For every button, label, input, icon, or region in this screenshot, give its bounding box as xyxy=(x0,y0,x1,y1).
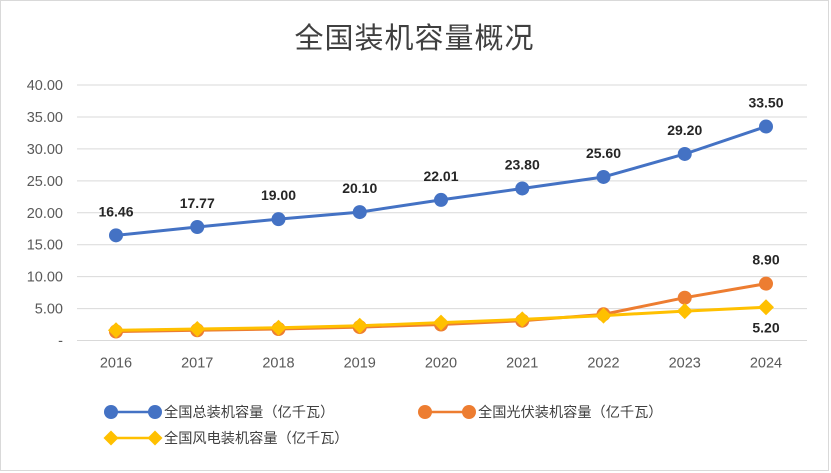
svg-text:5.20: 5.20 xyxy=(752,319,779,335)
svg-text:25.60: 25.60 xyxy=(586,145,621,161)
svg-text:2023: 2023 xyxy=(669,356,701,372)
svg-text:20.10: 20.10 xyxy=(342,180,377,196)
svg-text:30.00: 30.00 xyxy=(27,142,63,158)
svg-text:35.00: 35.00 xyxy=(27,110,63,126)
svg-text:29.20: 29.20 xyxy=(667,122,702,138)
svg-text:8.90: 8.90 xyxy=(752,252,779,268)
svg-text:全国风电装机容量（亿千瓦）: 全国风电装机容量（亿千瓦） xyxy=(164,430,348,447)
svg-text:2018: 2018 xyxy=(262,356,294,372)
svg-text:2021: 2021 xyxy=(506,356,538,372)
svg-text:16.46: 16.46 xyxy=(98,203,133,219)
svg-text:17.77: 17.77 xyxy=(180,195,215,211)
svg-text:全国总装机容量（亿千瓦）: 全国总装机容量（亿千瓦） xyxy=(164,404,334,421)
svg-text:-: - xyxy=(58,334,63,350)
svg-text:10.00: 10.00 xyxy=(27,270,63,286)
svg-text:2020: 2020 xyxy=(425,356,457,372)
svg-text:2024: 2024 xyxy=(750,356,782,372)
svg-text:5.00: 5.00 xyxy=(35,302,63,318)
svg-text:40.00: 40.00 xyxy=(27,78,63,94)
svg-text:2017: 2017 xyxy=(181,356,213,372)
svg-text:23.80: 23.80 xyxy=(505,156,540,172)
svg-text:20.00: 20.00 xyxy=(27,206,63,222)
svg-text:22.01: 22.01 xyxy=(423,168,458,184)
svg-text:33.50: 33.50 xyxy=(748,95,783,111)
svg-text:2022: 2022 xyxy=(587,356,619,372)
svg-text:全国光伏装机容量（亿千瓦）: 全国光伏装机容量（亿千瓦） xyxy=(478,404,662,421)
svg-text:2019: 2019 xyxy=(344,356,376,372)
svg-text:15.00: 15.00 xyxy=(27,238,63,254)
svg-text:19.00: 19.00 xyxy=(261,187,296,203)
svg-text:2016: 2016 xyxy=(100,356,132,372)
svg-text:25.00: 25.00 xyxy=(27,174,63,190)
